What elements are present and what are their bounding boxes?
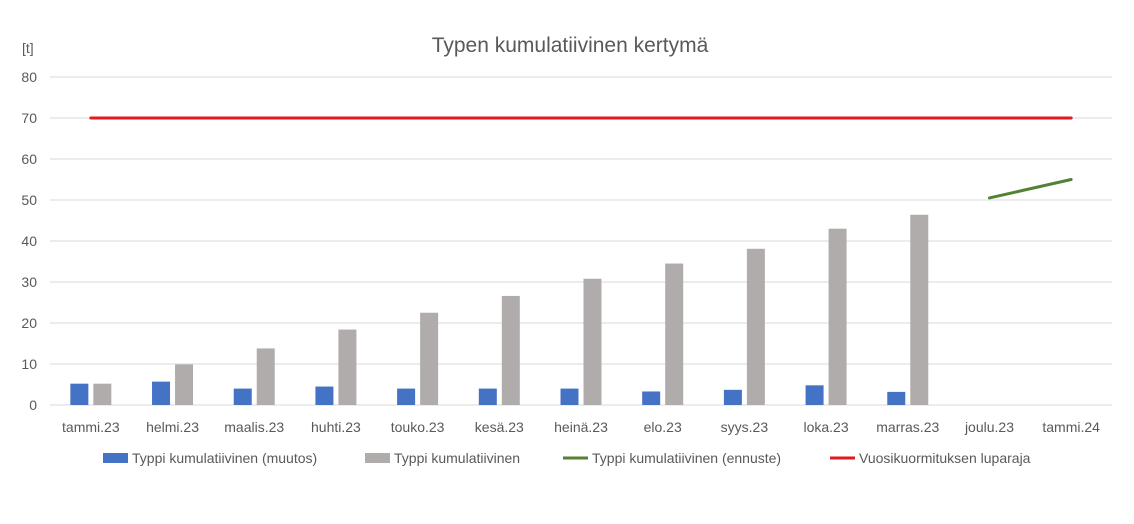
y-tick-label: 60	[21, 151, 37, 167]
x-tick-label: syys.23	[721, 419, 769, 435]
x-tick-label: touko.23	[391, 419, 445, 435]
lines	[89, 116, 1073, 200]
bar	[746, 248, 765, 405]
bar	[233, 388, 252, 405]
y-axis-unit-label: [t]	[22, 40, 34, 56]
y-tick-label: 30	[21, 274, 37, 290]
y-tick-label: 80	[21, 69, 37, 85]
bar	[70, 383, 89, 405]
x-tick-label: loka.23	[803, 419, 848, 435]
y-tick-label: 50	[21, 192, 37, 208]
y-tick-label: 10	[21, 356, 37, 372]
x-tick-label: kesä.23	[475, 419, 524, 435]
bar	[583, 278, 602, 405]
legend-label: Typpi kumulatiivinen	[394, 450, 520, 466]
legend-swatch	[103, 453, 128, 463]
x-axis-ticks: tammi.23 helmi.23 maalis.23 huhti.23 touko.2…	[62, 419, 1100, 435]
legend-label: Typpi kumulatiivinen (muutos)	[132, 450, 317, 466]
x-tick-label: marras.23	[876, 419, 939, 435]
y-tick-label: 0	[29, 397, 37, 413]
bar	[805, 385, 824, 405]
bar	[175, 364, 194, 405]
legend-label: Vuosikuormituksen luparaja	[859, 450, 1031, 466]
bar	[397, 388, 416, 405]
bar	[93, 383, 112, 405]
x-tick-label: huhti.23	[311, 419, 361, 435]
y-tick-label: 20	[21, 315, 37, 331]
series-line	[987, 178, 1073, 200]
bar	[642, 391, 661, 405]
bar	[828, 228, 847, 405]
x-tick-label: maalis.23	[224, 419, 284, 435]
bar	[910, 214, 929, 405]
x-tick-label: tammi.23	[62, 419, 120, 435]
x-tick-label: elo.23	[644, 419, 682, 435]
y-tick-label: 70	[21, 110, 37, 126]
bar	[256, 348, 275, 405]
bar	[478, 388, 497, 405]
legend-swatch	[365, 453, 390, 463]
bar	[315, 386, 334, 405]
bar	[152, 381, 171, 405]
y-tick-label: 40	[21, 233, 37, 249]
chart-title: Typen kumulatiivinen kertymä	[432, 34, 709, 57]
bar	[887, 391, 906, 405]
x-tick-label: helmi.23	[146, 419, 199, 435]
bar	[560, 388, 579, 405]
gridlines	[50, 76, 1112, 406]
x-tick-label: heinä.23	[554, 419, 608, 435]
x-tick-label: tammi.24	[1042, 419, 1100, 435]
legend: Typpi kumulatiivinen (muutos) Typpi kumul…	[103, 450, 1031, 466]
legend-label: Typpi kumulatiivinen (ennuste)	[592, 450, 781, 466]
y-axis-ticks: 0 10 20 30 40 50 60 70 80	[21, 69, 37, 413]
bar	[501, 295, 520, 405]
bar	[338, 329, 357, 405]
bar	[665, 263, 684, 405]
bar	[723, 389, 742, 405]
x-tick-label: joulu.23	[964, 419, 1014, 435]
bar	[420, 312, 439, 405]
bars	[70, 214, 929, 405]
